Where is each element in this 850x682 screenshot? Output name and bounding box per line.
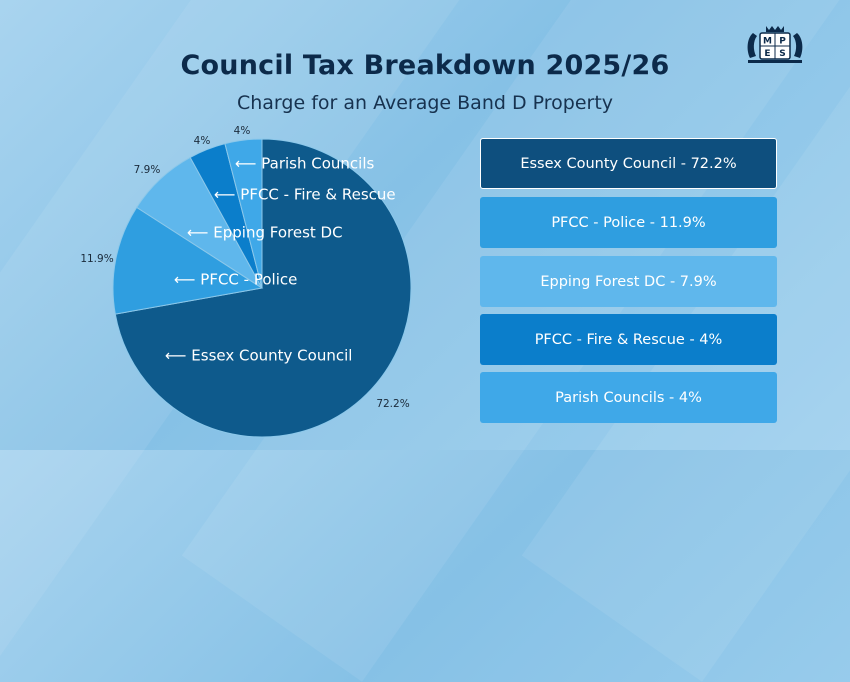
slice-label: ⟵ Essex County Council xyxy=(165,347,352,365)
legend-item: Parish Councils - 4% xyxy=(480,372,777,423)
svg-text:P: P xyxy=(779,37,786,47)
pie-slice-pfcc-police xyxy=(112,206,264,315)
value-label: 7.9% xyxy=(134,164,161,176)
legend-item: PFCC - Police - 11.9% xyxy=(480,197,777,248)
svg-text:S: S xyxy=(779,49,785,59)
slice-label: ⟵ Parish Councils xyxy=(235,155,375,173)
slice-label: ⟵ PFCC - Fire & Rescue xyxy=(214,186,396,204)
value-label: 4% xyxy=(234,125,251,137)
pie-slice-parish-councils xyxy=(224,138,263,289)
svg-text:M: M xyxy=(763,37,772,47)
logo-crest-icon: M P E S xyxy=(747,26,803,63)
legend-item: Epping Forest DC - 7.9% xyxy=(480,256,777,307)
legend-item: Essex County Council - 72.2% xyxy=(480,138,777,189)
chart-title: Council Tax Breakdown 2025/26 xyxy=(180,50,670,81)
pie-slice-essex-county-council xyxy=(114,138,412,438)
slice-label: ⟵ Epping Forest DC xyxy=(187,224,343,242)
svg-text:E: E xyxy=(764,49,770,59)
legend-item: PFCC - Fire & Rescue - 4% xyxy=(480,314,777,365)
value-label: 11.9% xyxy=(80,253,113,265)
pie-chart: ⟵ Essex County Council 72.2% ⟵ PFCC - Poli… xyxy=(80,125,412,438)
value-label: 72.2% xyxy=(376,398,409,410)
chart-subtitle: Charge for an Average Band D Property xyxy=(236,92,614,114)
value-label: 4% xyxy=(194,135,211,147)
slice-label: ⟵ PFCC - Police xyxy=(174,271,297,289)
